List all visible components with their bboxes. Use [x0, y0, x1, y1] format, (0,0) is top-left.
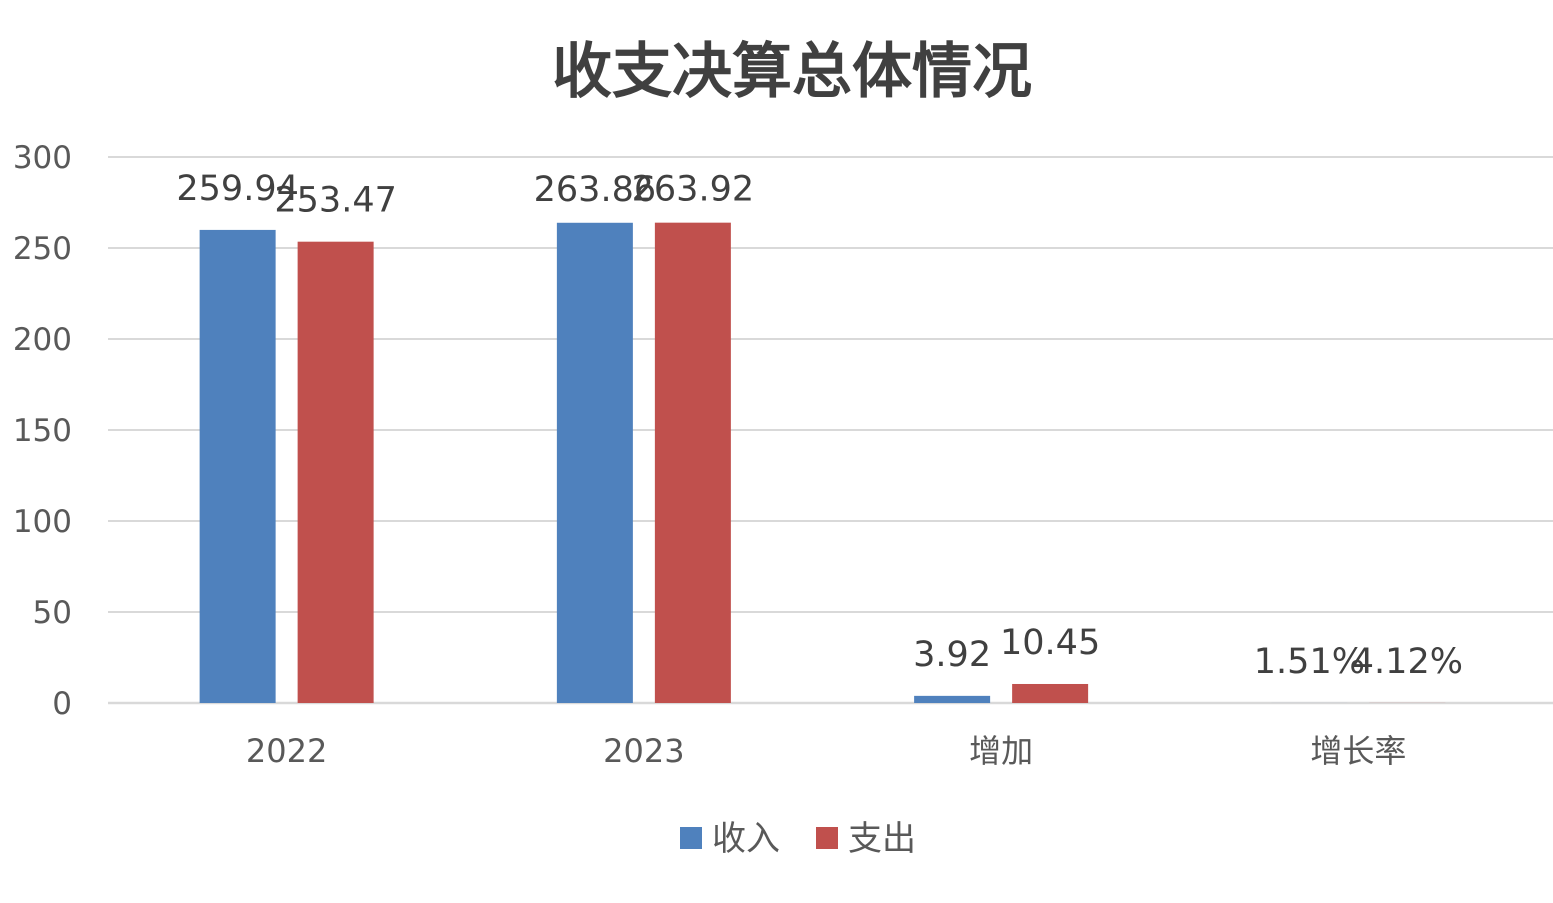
- bars: [200, 223, 1446, 703]
- data-label: 253.47: [274, 181, 396, 221]
- legend-label: 收入: [712, 819, 780, 859]
- bar-income: [557, 223, 633, 703]
- category-label: 2022: [246, 732, 327, 770]
- y-tick-label: 200: [13, 322, 72, 358]
- bar-expense: [655, 223, 731, 703]
- y-tick-label: 50: [33, 595, 72, 631]
- category-label: 增加: [969, 732, 1033, 770]
- legend: 收入 支出: [680, 819, 916, 859]
- bar-income: [200, 230, 276, 703]
- legend-swatch: [680, 827, 702, 849]
- x-axis-categories: 2022 2023 增加 增长率: [246, 732, 1406, 770]
- y-tick-label: 300: [13, 140, 72, 176]
- y-tick-label: 150: [13, 413, 72, 449]
- chart-title: 收支决算总体情况: [552, 37, 1032, 107]
- data-label: 263.92: [632, 170, 754, 210]
- category-label: 增长率: [1310, 732, 1406, 770]
- data-label: 1.51%: [1254, 642, 1365, 682]
- y-tick-label: 0: [52, 686, 72, 722]
- data-label: 3.92: [913, 635, 991, 675]
- bar-income: [914, 696, 990, 703]
- y-axis-ticks: 0 50 100 150 200 250 300: [13, 140, 72, 722]
- bar-expense: [298, 242, 374, 703]
- bar-expense: [1012, 684, 1088, 703]
- data-label: 4.12%: [1352, 642, 1463, 682]
- data-label: 10.45: [1000, 623, 1100, 663]
- y-tick-label: 250: [13, 231, 72, 267]
- legend-swatch: [816, 827, 838, 849]
- y-tick-label: 100: [13, 504, 72, 540]
- category-label: 2023: [603, 732, 684, 770]
- legend-label: 支出: [848, 819, 916, 859]
